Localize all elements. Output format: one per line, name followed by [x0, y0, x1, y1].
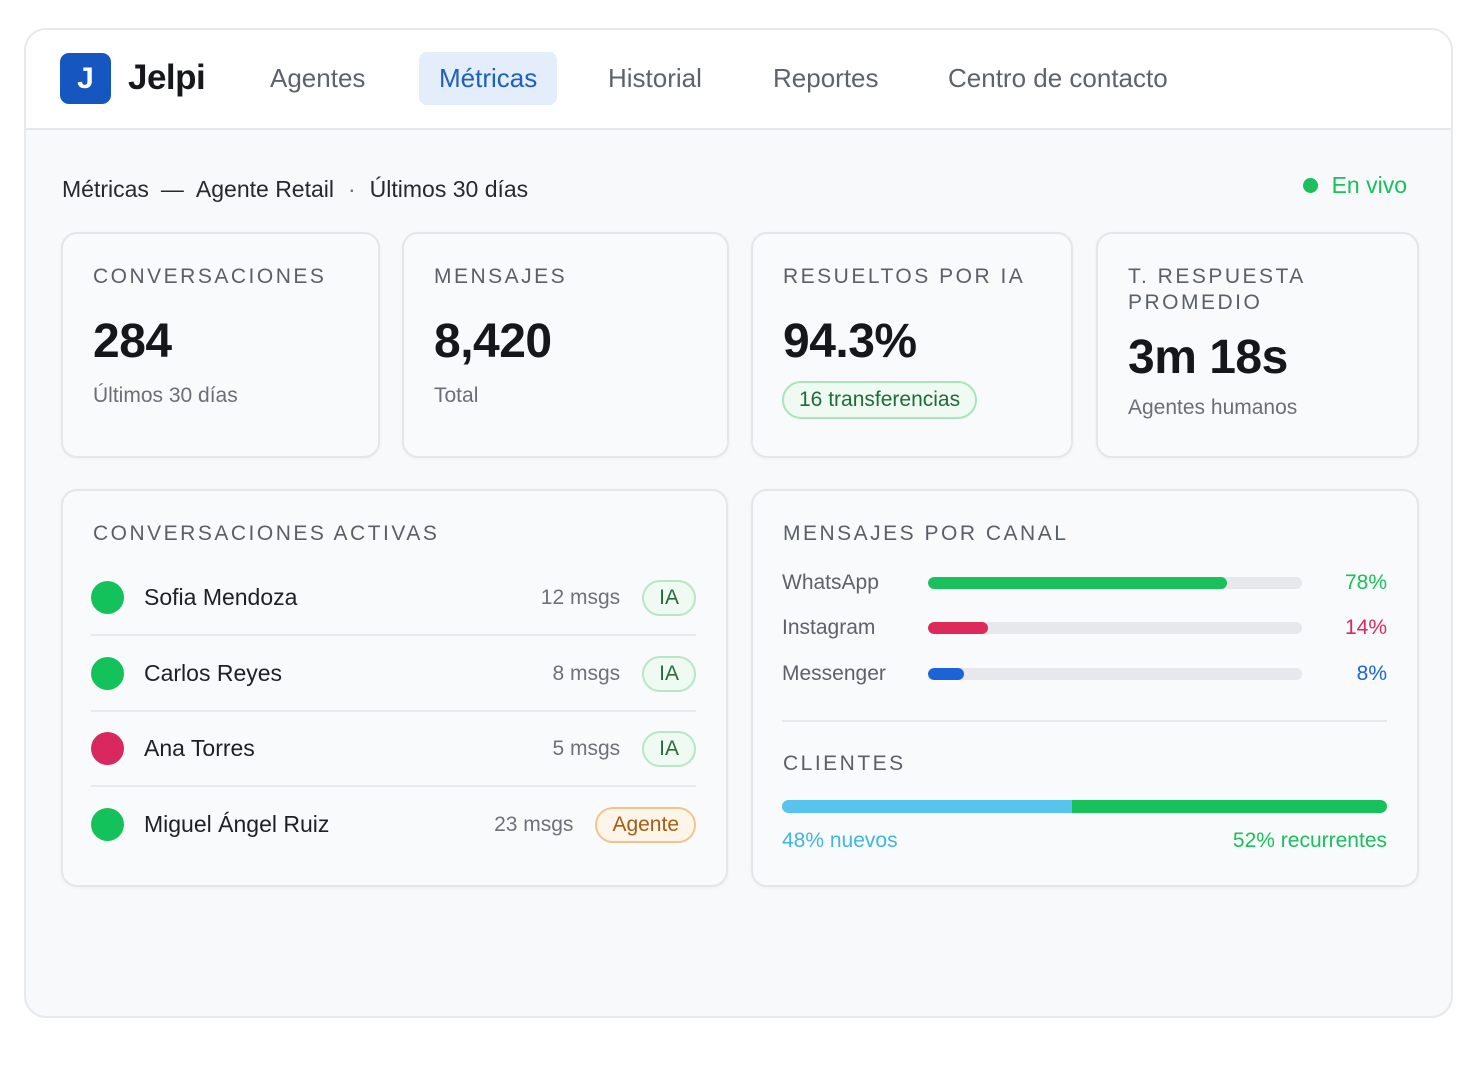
- messages-by-channel-panel: MENSAJES POR CANAL WhatsApp 78% Instagra…: [751, 489, 1419, 887]
- contact-name: Miguel Ángel Ruiz: [144, 811, 330, 837]
- contact-name: Sofia Mendoza: [144, 584, 298, 610]
- kpi-label: RESUELTOS POR IA: [783, 265, 1026, 288]
- live-status: En vivo: [1302, 172, 1407, 199]
- nav-centro-de-contacto[interactable]: Centro de contacto: [948, 63, 1168, 93]
- contact-name: Carlos Reyes: [144, 660, 283, 686]
- kpi-label-line-2: PROMEDIO: [1128, 291, 1263, 314]
- kpi-label: CONVERSACIONES: [93, 265, 327, 288]
- message-count: 5 msgs: [552, 736, 621, 760]
- message-count: 12 msgs: [540, 585, 621, 609]
- breadcrumb-separator: —: [160, 176, 184, 202]
- channel-name: Instagram: [782, 616, 876, 639]
- nav-metricas[interactable]: Métricas: [419, 52, 558, 105]
- status-dot-icon: [91, 732, 124, 765]
- breadcrumb-dot: ·: [348, 176, 356, 202]
- nav-historial[interactable]: Historial: [608, 63, 702, 93]
- channel-bar-fill: [928, 668, 964, 680]
- clients-split-bar: [782, 800, 1387, 813]
- panel-title: CONVERSACIONES ACTIVAS: [93, 522, 440, 545]
- kpi-subtitle: Últimos 30 días: [93, 384, 238, 407]
- top-navigation-bar: J Jelpi Agentes Métricas Historial Repor…: [26, 30, 1451, 130]
- breadcrumb: Métricas — Agente Retail · Últimos 30 dí…: [62, 176, 528, 203]
- clients-new-segment: [782, 800, 1073, 813]
- status-dot-icon: [91, 808, 124, 841]
- kpi-card-mensajes: MENSAJES 8,420 Total: [402, 232, 729, 458]
- clients-new-label: 48% nuevos: [782, 829, 898, 852]
- logo-icon[interactable]: J: [60, 53, 111, 104]
- clients-legend: 48% nuevos 52% recurrentes: [782, 829, 1387, 853]
- channel-name: WhatsApp: [782, 571, 879, 594]
- panel-title: MENSAJES POR CANAL: [783, 522, 1069, 545]
- kpi-value: 3m 18s: [1128, 331, 1288, 384]
- conversation-row[interactable]: Ana Torres 5 msgs IA: [91, 712, 696, 787]
- status-dot-icon: [91, 657, 124, 690]
- kpi-value: 8,420: [434, 315, 552, 368]
- handler-badge: IA: [642, 655, 696, 692]
- kpi-subtitle: Agentes humanos: [1128, 396, 1298, 419]
- channel-name: Messenger: [782, 662, 886, 685]
- live-status-label: En vivo: [1331, 172, 1407, 198]
- breadcrumb-range: Últimos 30 días: [369, 176, 529, 202]
- conversation-row[interactable]: Sofia Mendoza 12 msgs IA: [91, 561, 696, 636]
- channel-percent: 14%: [1344, 616, 1387, 639]
- kpi-value: 284: [93, 315, 172, 368]
- handler-badge: Agente: [595, 806, 696, 843]
- channel-bar-fill: [928, 622, 988, 634]
- conversation-row[interactable]: Miguel Ángel Ruiz 23 msgs Agente: [91, 787, 696, 862]
- kpi-label-line-1: T. RESPUESTA: [1128, 265, 1306, 288]
- channel-bar-track: [928, 668, 1302, 680]
- kpi-subtitle: Total: [434, 384, 479, 407]
- clients-returning-segment: [1072, 800, 1387, 813]
- channel-row-instagram: Instagram 14%: [782, 613, 1387, 643]
- contact-name: Ana Torres: [144, 735, 255, 761]
- message-count: 8 msgs: [552, 661, 621, 685]
- conversation-row[interactable]: Carlos Reyes 8 msgs IA: [91, 637, 696, 712]
- nav-agentes[interactable]: Agentes: [270, 63, 366, 93]
- clients-title: CLIENTES: [783, 752, 906, 775]
- transfers-badge: 16 transferencias: [782, 381, 978, 419]
- channel-bar-track: [928, 577, 1302, 589]
- status-dot-icon: [91, 581, 124, 614]
- app-window: J Jelpi Agentes Métricas Historial Repor…: [24, 28, 1453, 1018]
- clients-returning-label: 52% recurrentes: [1232, 829, 1387, 852]
- handler-badge: IA: [642, 579, 696, 616]
- active-conversations-panel: CONVERSACIONES ACTIVAS Sofia Mendoza 12 …: [61, 489, 728, 887]
- live-dot-icon: [1302, 178, 1318, 193]
- channel-bar-track: [928, 622, 1302, 634]
- message-count: 23 msgs: [494, 812, 574, 836]
- kpi-label: MENSAJES: [434, 265, 568, 288]
- channel-row-whatsapp: WhatsApp 78%: [782, 568, 1387, 598]
- kpi-value: 94.3%: [783, 315, 917, 368]
- section-divider: [782, 720, 1387, 722]
- kpi-label: T. RESPUESTA PROMEDIO: [1128, 264, 1306, 316]
- kpi-card-tiempo-respuesta: T. RESPUESTA PROMEDIO 3m 18s Agentes hum…: [1096, 232, 1419, 458]
- brand-name: Jelpi: [128, 58, 206, 97]
- kpi-card-resueltos-ia: RESUELTOS POR IA 94.3% 16 transferencias: [751, 232, 1073, 458]
- channel-bar-fill: [928, 577, 1228, 589]
- nav-reportes[interactable]: Reportes: [773, 63, 879, 93]
- handler-badge: IA: [642, 730, 696, 767]
- channel-percent: 8%: [1356, 662, 1387, 685]
- breadcrumb-agent: Agente Retail: [195, 176, 334, 202]
- channel-percent: 78%: [1344, 571, 1387, 594]
- kpi-card-conversaciones: CONVERSACIONES 284 Últimos 30 días: [61, 232, 380, 458]
- channel-row-messenger: Messenger 8%: [782, 659, 1387, 689]
- breadcrumb-section: Métricas: [62, 176, 149, 202]
